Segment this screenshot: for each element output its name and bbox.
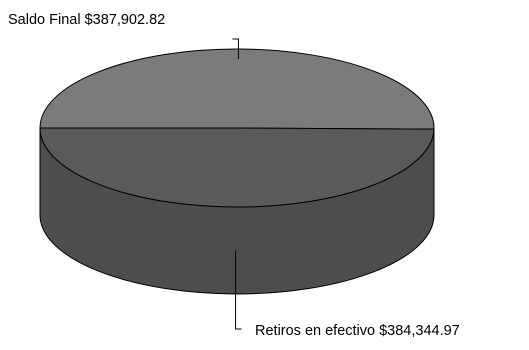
pie-slice-retiros-en-efectivo [39,127,435,208]
leader-line-retiros-en-efectivo [235,250,242,330]
leader-line-saldo-final [232,38,239,59]
pie-slice-saldo-final [39,48,435,130]
data-label-retiros-en-efectivo: Retiros en efectivo $384,344.97 [255,323,460,339]
data-label-saldo-final: Saldo Final $387,902.82 [8,12,165,28]
